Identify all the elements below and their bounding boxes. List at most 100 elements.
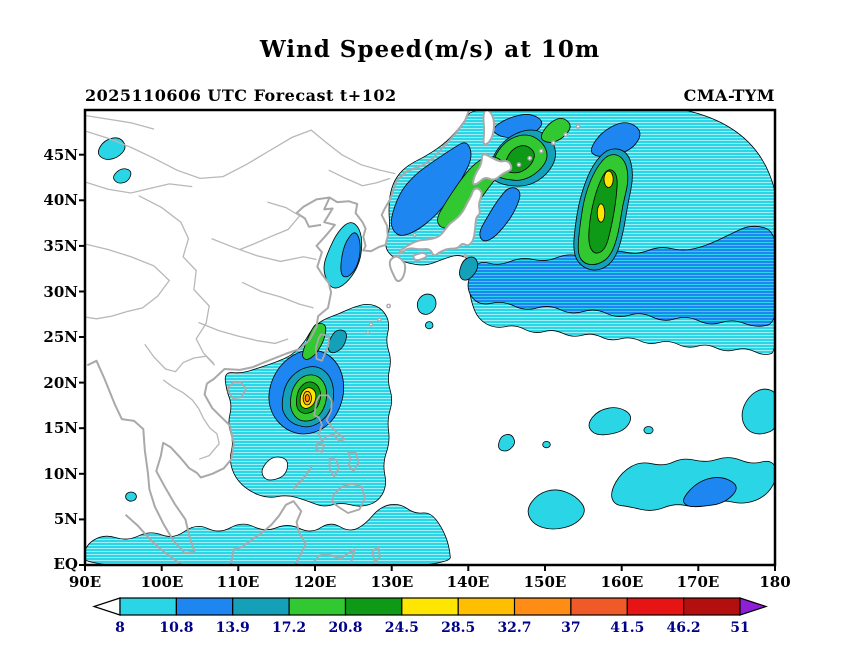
wind-region-level-1	[85, 503, 451, 565]
wind-region-level-2	[479, 187, 521, 242]
country-border	[162, 379, 220, 460]
wind-region-level-2	[683, 477, 737, 508]
country-border	[85, 181, 193, 194]
country-border	[85, 114, 155, 130]
island-landmass	[388, 255, 407, 283]
wind-region-level-0	[261, 456, 289, 481]
wind-region-level-1	[98, 137, 126, 160]
x-axis-label: 150E	[524, 573, 567, 591]
wind-region-level-6	[603, 170, 614, 188]
island-outline	[331, 482, 366, 514]
wind-region-level-1	[527, 489, 585, 530]
wind-region-level-5	[504, 145, 535, 174]
island-landmass	[472, 153, 513, 186]
island-landmass	[398, 187, 483, 257]
axis-ticks	[79, 153, 776, 571]
island-outline	[313, 394, 346, 442]
colorbar-level-label: 37	[561, 620, 580, 636]
small-island-dot	[365, 330, 370, 335]
y-axis-label: 30N	[43, 283, 78, 301]
colorbar-segment	[513, 597, 572, 616]
small-island-dot	[516, 162, 522, 168]
wind-region-level-1	[125, 491, 137, 502]
wind-region-level-8	[304, 394, 310, 403]
island-outline	[314, 333, 331, 362]
colorbar-level-label: 20.8	[328, 620, 362, 636]
country-border	[144, 343, 216, 373]
colorbar-segment	[570, 597, 628, 616]
colorbar: 8 10.8 13.9 17.2 20.8 24.5 28.5 32.7 37 41.5 46.2 5…	[92, 597, 768, 636]
y-axis-label: 40N	[43, 191, 78, 209]
small-island-dot	[377, 317, 382, 322]
y-axis-label: EQ	[54, 555, 79, 573]
x-axis-label: 130E	[371, 573, 414, 591]
island-outline	[328, 456, 340, 478]
colorbar-segment	[119, 597, 178, 616]
x-axis-label: 100E	[141, 573, 184, 591]
country-border	[241, 281, 314, 309]
wind-region-level-1	[611, 457, 775, 511]
small-island-dot	[412, 232, 417, 237]
island-outline	[227, 381, 247, 399]
wind-region-level-1	[741, 388, 775, 435]
colorbar-segment	[457, 597, 516, 616]
wind-region-level-2	[340, 232, 361, 278]
page-title: Wind Speed(m/s) at 10m	[259, 36, 601, 63]
wind-region-level-1	[498, 434, 515, 452]
x-axis-label: 170E	[677, 573, 720, 591]
coastline	[292, 465, 313, 490]
coastline	[124, 514, 184, 565]
country-border	[85, 129, 396, 180]
island-landmass	[412, 252, 428, 262]
wind-region-level-1	[416, 293, 437, 315]
wind-region-level-4	[540, 118, 571, 143]
country-border	[198, 321, 289, 345]
y-axis-label: 10N	[43, 465, 78, 483]
wind-region-level-6	[596, 203, 606, 223]
y-axis-label: 45N	[43, 146, 78, 164]
x-axis-labels: 90E 100E 110E 120E 130E 140E 150E 160E 1…	[69, 573, 791, 591]
colorbar-level-label: 32.7	[497, 620, 531, 636]
small-island-dot	[463, 254, 468, 258]
wind-region-level-4	[302, 322, 327, 360]
island-outline	[314, 441, 326, 453]
coastline	[229, 500, 307, 565]
wind-region-level-3	[459, 256, 479, 281]
island-landmass	[482, 110, 496, 146]
colorbar-level-label: 46.2	[667, 620, 701, 636]
colorbar-segment	[288, 597, 347, 616]
small-island-dot	[575, 124, 581, 129]
x-axis-label: 180	[759, 573, 790, 591]
coastline	[329, 110, 471, 253]
y-axis-label: 5N	[54, 510, 78, 528]
y-axis-label: 15N	[43, 419, 78, 437]
colorbar-segment	[682, 597, 741, 616]
country-border	[85, 243, 171, 320]
wind-region-level-1	[542, 440, 551, 449]
colorbar-level-label: 41.5	[610, 620, 644, 636]
wind-region-level-1	[425, 321, 434, 330]
colorbar-level-label: 51	[730, 620, 749, 636]
wind-region-level-1	[113, 168, 132, 184]
small-island-dot	[551, 140, 556, 146]
colorbar-level-label: 8	[115, 620, 125, 636]
x-axis-label: 120E	[294, 573, 337, 591]
coastlines-layer	[85, 110, 581, 565]
colorbar-segment	[626, 597, 685, 616]
country-border	[211, 237, 317, 263]
country-border	[239, 201, 301, 251]
x-axis-label: 110E	[217, 573, 260, 591]
colorbar-right-arrow	[739, 597, 768, 616]
country-border	[328, 169, 391, 187]
small-island-dot	[368, 322, 374, 327]
island-outline	[347, 451, 360, 472]
wind-region-level-1	[588, 407, 631, 436]
y-axis-label: 25N	[43, 328, 78, 346]
y-axis-labels: 45N 40N 35N 30N 25N 20N 15N 10N 5N EQ	[43, 146, 78, 573]
colorbar-level-label: 13.9	[216, 620, 250, 636]
colorbar-level-label: 17.2	[272, 620, 306, 636]
y-axis-label: 35N	[43, 237, 78, 255]
y-axis-label: 20N	[43, 374, 78, 392]
